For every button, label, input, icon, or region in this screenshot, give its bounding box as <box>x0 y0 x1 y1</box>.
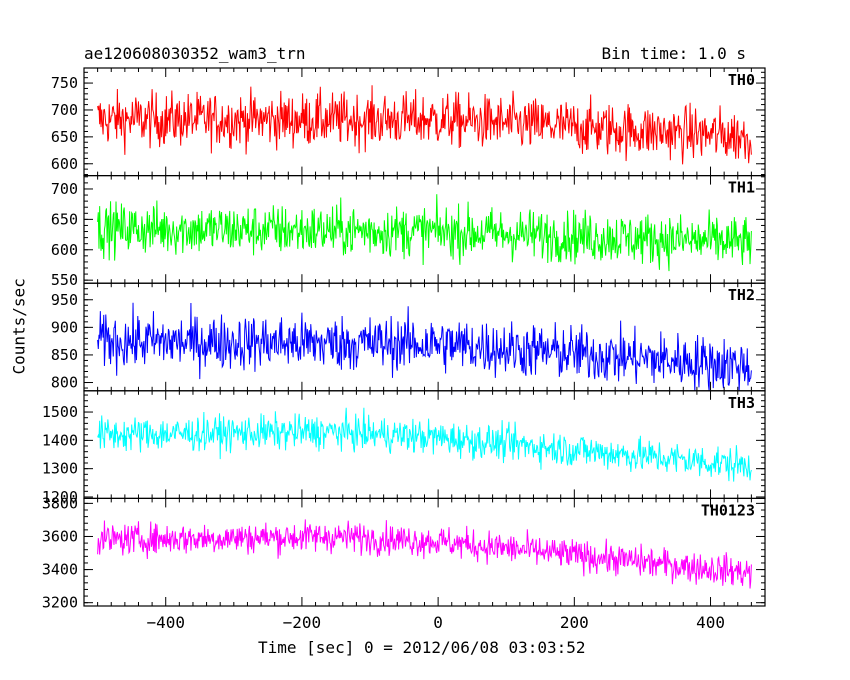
x-axis-label: Time [sec] 0 = 2012/06/08 03:03:52 <box>258 638 586 657</box>
y-tick-label-th0: 750 <box>51 74 78 92</box>
panel-label-th1: TH1 <box>728 179 755 197</box>
y-axis-label: Counts/sec <box>9 278 29 375</box>
y-tick-label-th0123: 3600 <box>42 527 78 545</box>
x-tick-label: −200 <box>283 613 322 632</box>
y-tick-label-th2: 800 <box>51 374 78 392</box>
bin-time-label: Bin time: 1.0 s <box>601 44 747 63</box>
y-tick-label-th0123: 3400 <box>42 561 78 579</box>
series-line-th0 <box>97 85 752 165</box>
y-tick-label-th2: 900 <box>51 318 78 336</box>
chart-title: ae120608030352_wam3_trn <box>84 44 306 63</box>
y-tick-label-th0123: 3800 <box>42 494 78 512</box>
y-tick-label-th0: 600 <box>51 155 78 173</box>
panel-label-th0123: TH0123 <box>701 501 755 519</box>
x-tick-label: 200 <box>560 613 589 632</box>
y-tick-label-th0: 700 <box>51 101 78 119</box>
series-line-th3 <box>97 407 752 482</box>
series-line-th0123 <box>97 519 752 589</box>
y-tick-label-th3: 1400 <box>42 431 78 449</box>
y-tick-label-th3: 1200 <box>42 488 78 506</box>
panel-label-th0: TH0 <box>728 71 755 89</box>
y-tick-label-th1: 650 <box>51 210 78 228</box>
panel-frame-th2 <box>83 282 766 392</box>
y-tick-label-th0: 650 <box>51 128 78 146</box>
y-tick-label-th2: 950 <box>51 291 78 309</box>
y-tick-label-th0123: 3200 <box>42 594 78 612</box>
x-tick-label: 0 <box>433 613 443 632</box>
series-line-th1 <box>97 194 752 272</box>
y-tick-label-th1: 550 <box>51 271 78 289</box>
y-tick-label-th2: 850 <box>51 346 78 364</box>
y-tick-label-th1: 700 <box>51 180 78 198</box>
panel-label-th2: TH2 <box>728 286 755 304</box>
y-tick-label-th1: 600 <box>51 241 78 259</box>
y-tick-label-th3: 1300 <box>42 460 78 478</box>
x-tick-label: 400 <box>696 613 725 632</box>
panel-label-th3: TH3 <box>728 394 755 412</box>
x-tick-label: −400 <box>146 613 185 632</box>
series-line-th2 <box>97 302 752 391</box>
y-tick-label-th3: 1500 <box>42 403 78 421</box>
